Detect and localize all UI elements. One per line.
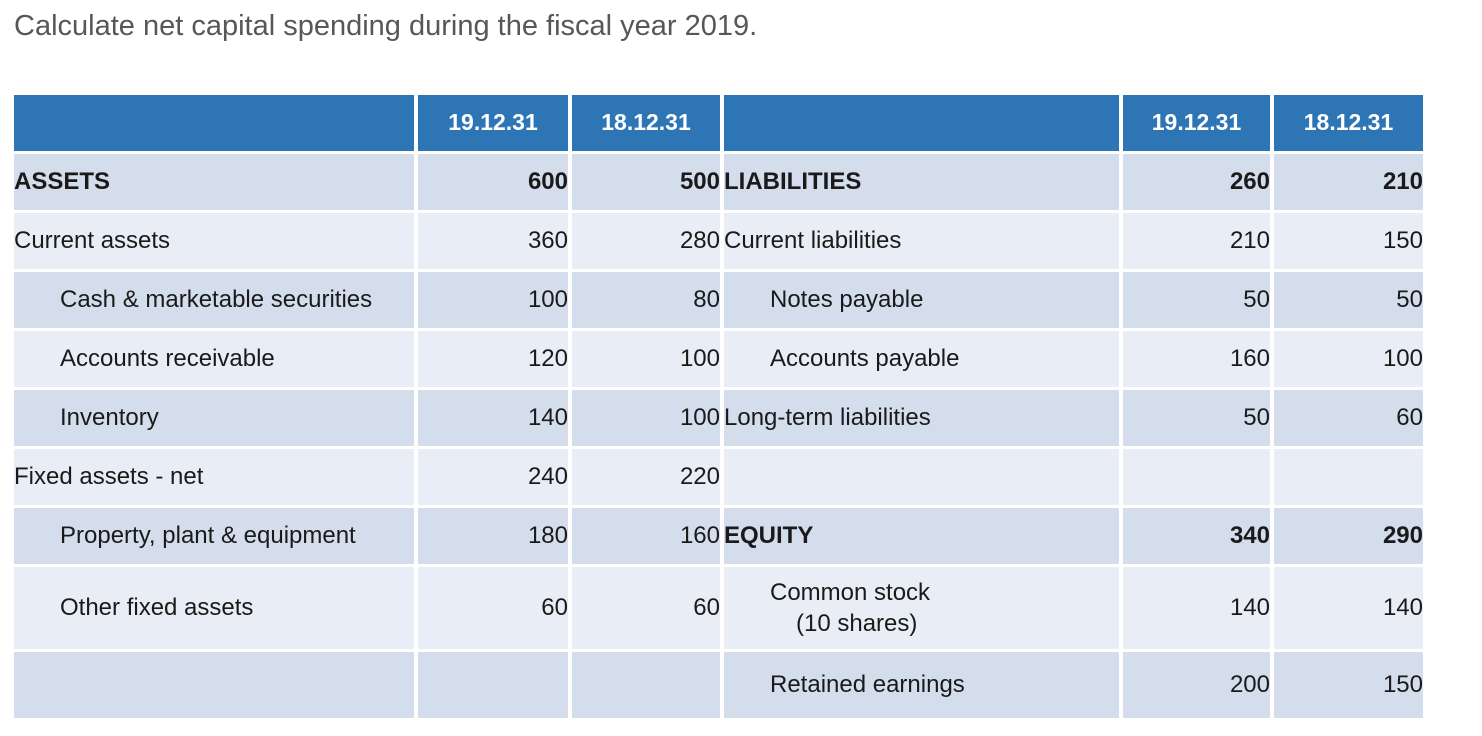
column-header-date: 19.12.31 xyxy=(1123,94,1270,151)
cell-value: 150 xyxy=(1274,212,1423,269)
cell-label: Inventory xyxy=(14,389,414,446)
table-row: Current assets 360 280 Current liabilities 2… xyxy=(14,212,1423,269)
table-body: ASSETS 600 500 LIABILITIES 260 210 Current ass… xyxy=(14,153,1423,718)
cell-label: Retained earnings xyxy=(724,651,1119,718)
table-header: 19.12.31 18.12.31 19.12.31 18.12.31 xyxy=(14,94,1423,151)
cell-value: 100 xyxy=(572,389,720,446)
cell-value: 150 xyxy=(1274,651,1423,718)
cell-value: 160 xyxy=(572,507,720,564)
cell-label: LIABILITIES xyxy=(724,153,1119,210)
cell-value: 100 xyxy=(572,330,720,387)
cell-label: Common stock (10 shares) xyxy=(724,566,1119,649)
cell-value: 60 xyxy=(1274,389,1423,446)
cell-value: 220 xyxy=(572,448,720,505)
cell-value: 140 xyxy=(1123,566,1270,649)
cell-label xyxy=(14,651,414,718)
cell-value: 600 xyxy=(418,153,568,210)
cell-value xyxy=(572,651,720,718)
cell-value: 200 xyxy=(1123,651,1270,718)
cell-value: 500 xyxy=(572,153,720,210)
cell-value: 160 xyxy=(1123,330,1270,387)
column-header-date: 19.12.31 xyxy=(418,94,568,151)
table-row: Cash & marketable securities 100 80 Notes p… xyxy=(14,271,1423,328)
cell-label: ASSETS xyxy=(14,153,414,210)
cell-value: 260 xyxy=(1123,153,1270,210)
cell-value xyxy=(1123,448,1270,505)
column-header-date: 18.12.31 xyxy=(572,94,720,151)
cell-value: 50 xyxy=(1123,271,1270,328)
cell-label: Other fixed assets xyxy=(14,566,414,649)
cell-value xyxy=(1274,448,1423,505)
cell-label: Property, plant & equipment xyxy=(14,507,414,564)
cell-value: 60 xyxy=(418,566,568,649)
table-row: Retained earnings 200 150 xyxy=(14,651,1423,718)
table-row: ASSETS 600 500 LIABILITIES 260 210 xyxy=(14,153,1423,210)
cell-value: 140 xyxy=(1274,566,1423,649)
cell-value: 290 xyxy=(1274,507,1423,564)
page-title: Calculate net capital spending during th… xyxy=(14,10,758,42)
cell-label: Notes payable xyxy=(724,271,1119,328)
cell-value: 50 xyxy=(1274,271,1423,328)
cell-label xyxy=(724,448,1119,505)
cell-value: 280 xyxy=(572,212,720,269)
cell-label: Current liabilities xyxy=(724,212,1119,269)
table-row: Inventory 140 100 Long-term liabilities 50 60 xyxy=(14,389,1423,446)
table-row: Fixed assets - net 240 220 xyxy=(14,448,1423,505)
cell-value: 100 xyxy=(418,271,568,328)
cell-label: Current assets xyxy=(14,212,414,269)
cell-value: 240 xyxy=(418,448,568,505)
header-row: 19.12.31 18.12.31 19.12.31 18.12.31 xyxy=(14,94,1423,151)
cell-label: EQUITY xyxy=(724,507,1119,564)
cell-value: 210 xyxy=(1123,212,1270,269)
cell-value: 180 xyxy=(418,507,568,564)
cell-label: Accounts payable xyxy=(724,330,1119,387)
cell-value: 80 xyxy=(572,271,720,328)
cell-value: 120 xyxy=(418,330,568,387)
cell-value: 360 xyxy=(418,212,568,269)
cell-value: 210 xyxy=(1274,153,1423,210)
cell-value xyxy=(418,651,568,718)
balance-sheet-table: 19.12.31 18.12.31 19.12.31 18.12.31 ASSETS 6… xyxy=(10,92,1427,721)
cell-value: 60 xyxy=(572,566,720,649)
cell-value: 50 xyxy=(1123,389,1270,446)
cell-value: 140 xyxy=(418,389,568,446)
table-row: Property, plant & equipment 180 160 EQUITY 3… xyxy=(14,507,1423,564)
table-row: Accounts receivable 120 100 Accounts payabl… xyxy=(14,330,1423,387)
cell-value: 340 xyxy=(1123,507,1270,564)
cell-label: Accounts receivable xyxy=(14,330,414,387)
column-header-empty xyxy=(14,94,414,151)
column-header-date: 18.12.31 xyxy=(1274,94,1423,151)
cell-label: Long-term liabilities xyxy=(724,389,1119,446)
page: Calculate net capital spending during th… xyxy=(0,6,1482,736)
cell-value: 100 xyxy=(1274,330,1423,387)
cell-label: Fixed assets - net xyxy=(14,448,414,505)
column-header-empty xyxy=(724,94,1119,151)
table-row: Other fixed assets 60 60 Common stock (10 sh… xyxy=(14,566,1423,649)
cell-label: Cash & marketable securities xyxy=(14,271,414,328)
